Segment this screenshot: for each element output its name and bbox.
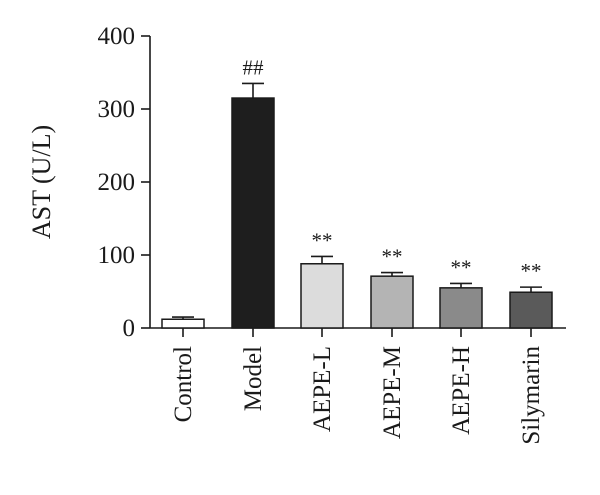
category-label: AEPE-M bbox=[379, 346, 406, 439]
category-label: Model bbox=[240, 346, 267, 411]
significance-label: ## bbox=[243, 55, 265, 79]
significance-label: ** bbox=[521, 259, 542, 283]
significance-label: ** bbox=[451, 255, 472, 279]
bar-silymarin bbox=[509, 291, 553, 329]
bar-control bbox=[161, 318, 205, 329]
y-tick-label: 200 bbox=[98, 169, 136, 196]
category-label: Control bbox=[170, 346, 197, 422]
bar-aepe-l bbox=[300, 263, 344, 329]
significance-label: ** bbox=[382, 245, 403, 269]
y-tick-label: 300 bbox=[98, 96, 136, 123]
y-axis-title: AST (U/L) bbox=[27, 125, 56, 239]
category-label: AEPE-L bbox=[309, 346, 336, 432]
category-label: AEPE-H bbox=[448, 346, 475, 435]
y-tick-label: 400 bbox=[98, 23, 136, 50]
bars bbox=[161, 82, 553, 329]
labels: Control ## Model ** AEPE-L ** AEPE-M ** AEPE-H **… bbox=[170, 55, 545, 444]
category-label: Silymarin bbox=[518, 346, 545, 445]
bar-model bbox=[231, 97, 275, 329]
y-tick-label: 100 bbox=[98, 242, 136, 269]
axes: 0 100 200 300 400 bbox=[98, 23, 566, 342]
y-tick-label: 0 bbox=[123, 315, 136, 342]
significance-label: ** bbox=[312, 228, 333, 252]
bar-aepe-h bbox=[439, 287, 483, 329]
bar-aepe-m bbox=[370, 275, 414, 329]
